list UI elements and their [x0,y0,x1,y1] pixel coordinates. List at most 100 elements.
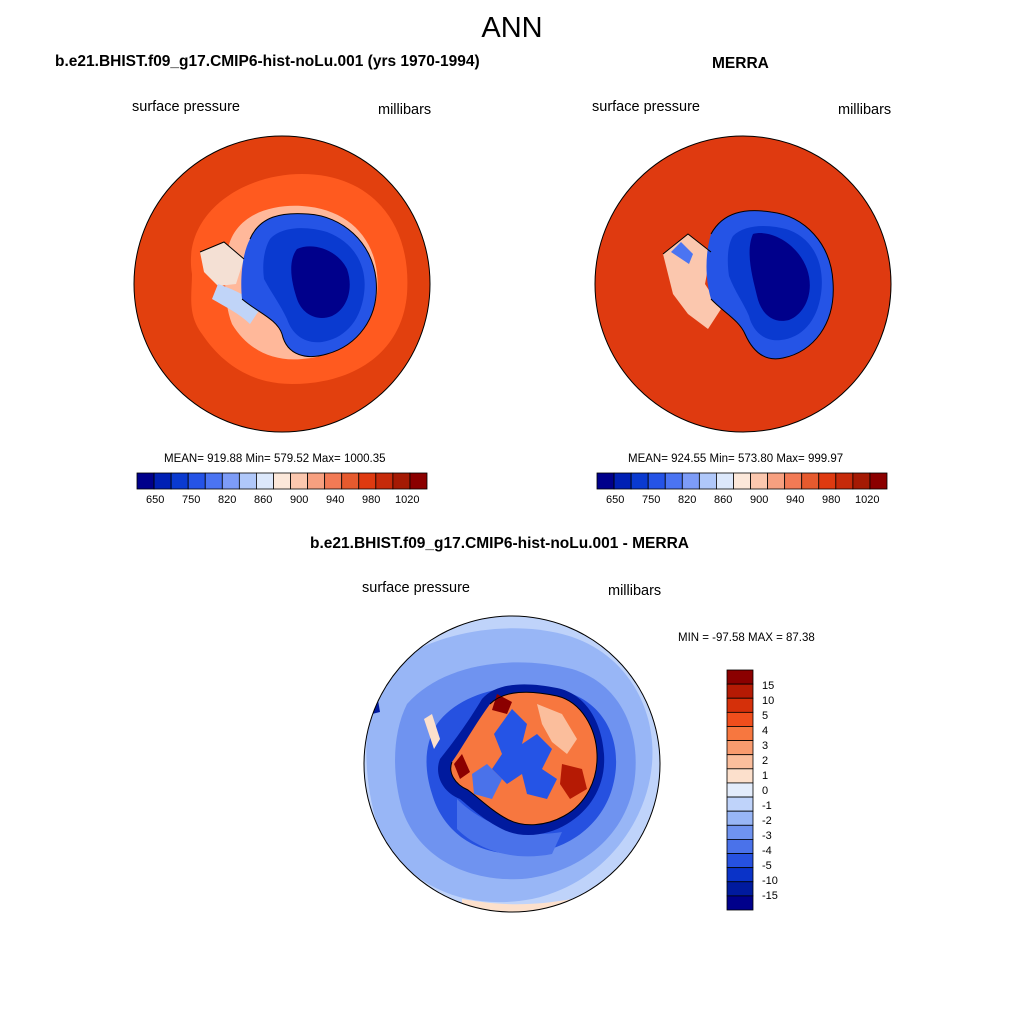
panel-model-map [133,135,431,433]
panel-diff-title: b.e21.BHIST.f09_g17.CMIP6-hist-noLu.001 … [310,535,689,552]
colorbar-swatch [187,472,206,490]
colorbar-swatch [698,472,717,490]
panel-model-colorbar-tick: 1020 [395,494,420,506]
colorbar-swatch [801,472,820,490]
panel-diff-colorbar-tick: -2 [762,815,772,827]
colorbar-swatch [869,472,888,490]
colorbar-swatch [726,768,754,784]
colorbar-swatch [726,683,754,699]
colorbar-swatch [726,881,754,897]
colorbar-swatch [726,782,754,798]
colorbar-swatch [170,472,189,490]
panel-diff-colorbar-tick: -1 [762,800,772,812]
panel-obs-title: MERRA [712,55,769,72]
panel-diff-colorbar-tick: -5 [762,860,772,872]
colorbar-swatch [726,895,754,911]
colorbar-swatch [630,472,649,490]
panel-diff-colorbar-tick: 3 [762,740,769,752]
panel-model-variable-label: surface pressure [132,99,240,115]
colorbar-swatch [726,754,754,770]
panel-obs-map [594,135,892,433]
panel-obs-colorbar-tick: 1020 [855,494,880,506]
colorbar-swatch [835,472,854,490]
panel-model-units-label: millibars [378,102,432,118]
colorbar-swatch [273,472,291,490]
colorbar-swatch [726,867,754,883]
colorbar-swatch [726,824,754,840]
panel-obs-stats: MEAN= 924.55 Min= 573.80 Max= 999.97 [628,453,844,465]
panel-diff-colorbar-tick: 10 [762,695,775,707]
colorbar-swatch [290,472,308,490]
panel-diff-map [363,615,661,913]
panel-diff-colorbar-tick: -10 [762,875,778,887]
colorbar-swatch [726,839,754,854]
colorbar-swatch [375,472,394,490]
panel-obs-colorbar-tick: 750 [642,494,661,506]
panel-obs-colorbar-tick: 940 [786,494,805,506]
colorbar-swatch [733,472,751,490]
colorbar-swatch [681,472,700,490]
colorbar-swatch [664,472,683,490]
panel-model-colorbar-tick: 860 [254,494,273,506]
panel-diff-colorbar-tick: -3 [762,830,772,842]
colorbar-swatch [726,669,754,685]
colorbar-swatch [256,472,274,490]
panel-diff-colorbar-tick: 4 [762,725,769,737]
colorbar-swatch [726,810,754,826]
panel-obs-colorbar-tick: 860 [714,494,733,506]
colorbar-swatch [358,472,377,490]
colorbar-swatch [341,472,360,490]
colorbar-swatch [716,472,734,490]
colorbar-swatch [750,472,768,490]
panel-obs-colorbar-tick: 820 [678,494,697,506]
colorbar-swatch [238,472,257,490]
panel-model-title: b.e21.BHIST.f09_g17.CMIP6-hist-noLu.001 … [55,53,480,70]
panel-diff-units-label: millibars [608,583,662,599]
panel-diff-stats: MIN = -97.58 MAX = 87.38 [678,632,815,644]
colorbar-swatch [392,472,411,490]
panel-diff-variable-label: surface pressure [362,580,470,596]
colorbar-swatch [852,472,871,490]
panel-obs-colorbar-tick: 980 [822,494,841,506]
colorbar-swatch [324,472,343,490]
panel-obs-colorbar-tick: 900 [750,494,769,506]
colorbar-swatch [726,853,754,869]
panel-model-colorbar-tick: 900 [290,494,309,506]
panel-model-colorbar-tick: 750 [182,494,201,506]
panel-model-colorbar-tick: 820 [218,494,237,506]
colorbar-swatch [726,740,754,756]
colorbar-swatch [767,472,786,490]
panel-model-stats: MEAN= 919.88 Min= 579.52 Max= 1000.35 [164,453,386,465]
colorbar-swatch [613,472,632,490]
colorbar-swatch [409,472,428,490]
colorbar-swatch [153,472,172,490]
colorbar-swatch [818,472,837,490]
panel-model-colorbar-tick: 650 [146,494,165,506]
panel-diff-colorbar-tick: 0 [762,785,769,797]
colorbar-swatch [596,472,615,490]
colorbar-swatch [784,472,803,490]
panel-diff-colorbar-tick: 1 [762,770,769,782]
colorbar-swatch [647,472,666,490]
panel-diff-colorbar [726,669,754,911]
colorbar-swatch [726,726,754,741]
panel-obs-colorbar-tick: 650 [606,494,625,506]
panel-model-colorbar [136,472,428,490]
panel-diff-colorbar-tick: -15 [762,890,778,902]
panel-diff-colorbar-tick: 2 [762,755,769,767]
colorbar-swatch [726,697,754,713]
colorbar-swatch [726,796,754,812]
colorbar-swatch [136,472,155,490]
panel-diff-colorbar-tick: 15 [762,680,775,692]
colorbar-swatch [726,711,754,727]
panel-model-colorbar-tick: 940 [326,494,345,506]
panel-model-colorbar-tick: 980 [362,494,381,506]
colorbar-swatch [221,472,240,490]
colorbar-swatch [307,472,326,490]
panel-obs-variable-label: surface pressure [592,99,700,115]
figure-title: ANN [481,12,543,44]
panel-diff-colorbar-tick: -4 [762,845,772,857]
panel-diff-colorbar-tick: 5 [762,710,769,722]
panel-obs-colorbar [596,472,888,490]
colorbar-swatch [204,472,223,490]
